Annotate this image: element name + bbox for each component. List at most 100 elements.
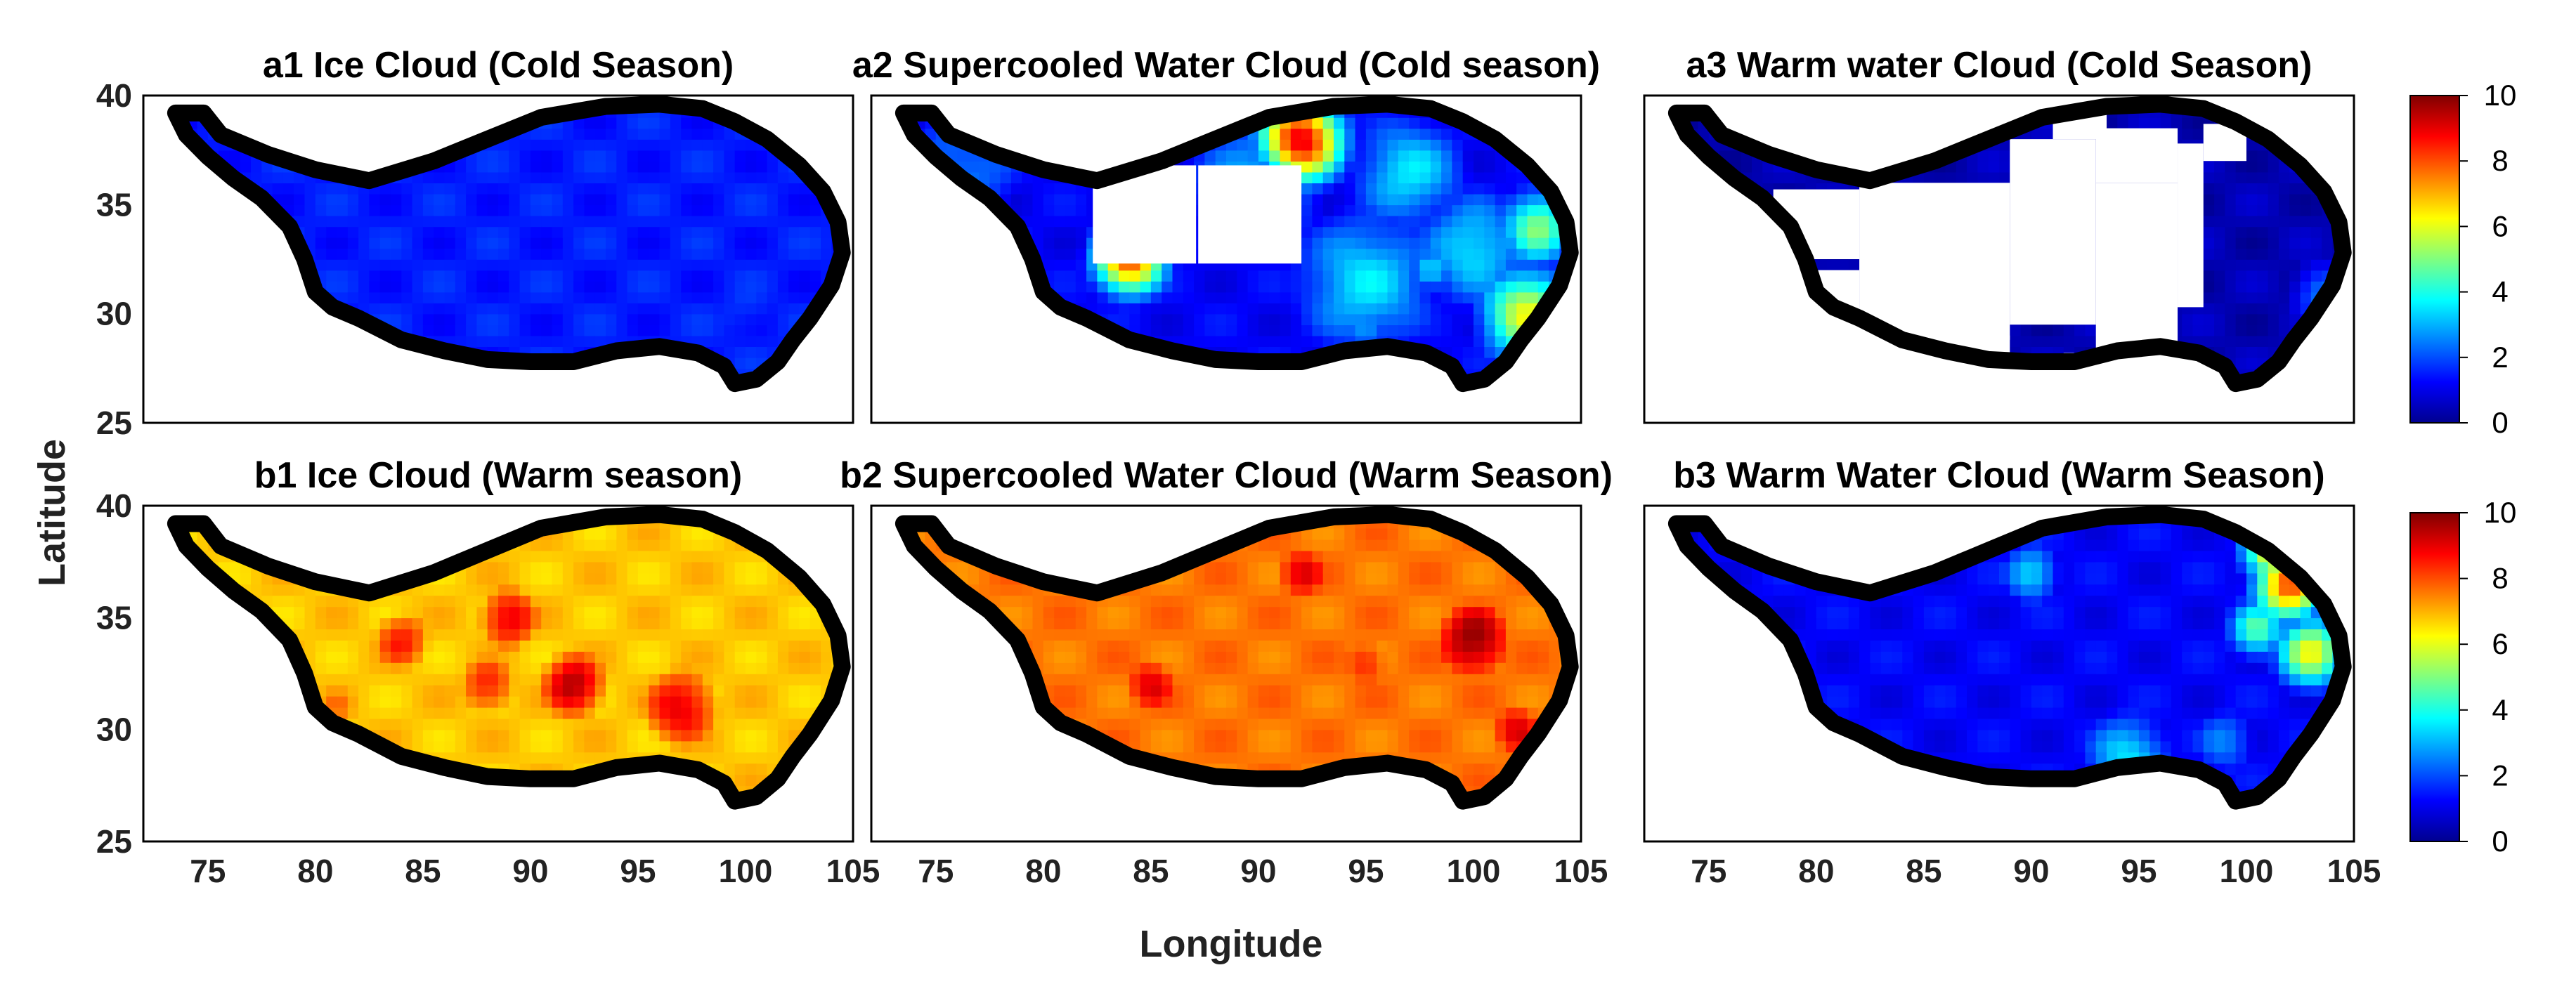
heatmap-cell bbox=[530, 215, 542, 228]
heatmap-cell bbox=[1043, 183, 1055, 195]
heatmap-cell bbox=[541, 248, 553, 260]
heatmap-cell bbox=[315, 204, 327, 216]
heatmap-cell bbox=[1495, 215, 1507, 228]
heatmap-cell bbox=[326, 193, 338, 206]
heatmap-cell bbox=[498, 291, 510, 303]
heatmap-cell bbox=[1527, 237, 1539, 249]
heatmap-cell bbox=[1527, 270, 1539, 282]
heatmap-cell bbox=[1398, 248, 1410, 260]
heatmap-cell bbox=[1194, 335, 1206, 347]
heatmap-cell bbox=[1441, 248, 1453, 260]
heatmap-cell bbox=[1409, 171, 1421, 183]
heatmap-cell bbox=[1269, 150, 1281, 162]
heatmap-cell bbox=[1495, 193, 1507, 206]
heatmap-cell bbox=[1119, 270, 1131, 282]
heatmap-cell bbox=[541, 183, 553, 195]
heatmap-cell bbox=[412, 204, 424, 216]
heatmap-cell bbox=[1344, 215, 1356, 228]
heatmap-cell bbox=[422, 248, 434, 260]
heatmap-cell bbox=[767, 335, 779, 347]
heatmap-cell bbox=[1419, 281, 1431, 293]
heatmap-cell bbox=[1140, 303, 1152, 315]
heatmap-cell bbox=[1355, 270, 1367, 282]
heatmap-cell bbox=[1474, 313, 1485, 325]
heatmap-cell bbox=[1162, 270, 1173, 282]
heatmap-cell bbox=[691, 324, 703, 336]
heatmap-cell bbox=[1452, 161, 1464, 173]
heatmap-cell bbox=[466, 270, 478, 282]
heatmap-cell bbox=[1280, 313, 1292, 325]
heatmap-cell bbox=[637, 215, 649, 228]
heatmap-cell bbox=[734, 259, 746, 271]
heatmap-cell bbox=[777, 171, 789, 183]
heatmap-cell bbox=[1000, 171, 1012, 183]
heatmap-cell bbox=[713, 215, 725, 228]
heatmap-cell bbox=[616, 117, 628, 129]
heatmap-cell bbox=[1290, 303, 1302, 315]
heatmap-cell bbox=[606, 226, 618, 238]
heatmap-cell bbox=[1054, 248, 1066, 260]
heatmap-cell bbox=[681, 171, 693, 183]
heatmap-cell bbox=[455, 281, 467, 293]
heatmap-cell bbox=[767, 248, 779, 260]
heatmap-cell bbox=[562, 313, 574, 325]
heatmap-cell bbox=[1430, 291, 1442, 303]
heatmap-cell bbox=[756, 204, 768, 216]
heatmap-cell bbox=[1516, 248, 1528, 260]
heatmap-cell bbox=[1312, 259, 1324, 271]
heatmap-cell bbox=[1107, 303, 1119, 315]
heatmap-cell bbox=[509, 150, 521, 162]
heatmap-cell bbox=[444, 204, 456, 216]
heatmap-cell bbox=[1516, 291, 1528, 303]
heatmap-cell bbox=[1054, 215, 1066, 228]
heatmap-cell bbox=[1452, 324, 1464, 336]
heatmap-cell bbox=[1377, 259, 1388, 271]
heatmap-cell bbox=[1334, 303, 1346, 315]
heatmap-cell bbox=[2192, 324, 2204, 336]
heatmap-cell bbox=[1010, 193, 1022, 206]
heatmap-cell bbox=[2042, 335, 2054, 347]
heatmap-cell bbox=[616, 270, 628, 282]
heatmap-cell bbox=[519, 270, 531, 282]
heatmap-cell bbox=[788, 183, 800, 195]
heatmap-cell bbox=[1269, 291, 1281, 303]
heatmap-cell bbox=[691, 150, 703, 162]
heatmap-cell bbox=[1441, 324, 1453, 336]
heatmap-cell bbox=[401, 291, 413, 303]
heatmap-cell bbox=[1398, 303, 1410, 315]
panel-title-a1: a1 Ice Cloud (Cold Season) bbox=[263, 45, 734, 86]
heatmap-cell bbox=[1377, 324, 1388, 336]
heatmap-cell bbox=[746, 270, 757, 282]
heatmap-cell bbox=[649, 204, 661, 216]
heatmap-cell bbox=[659, 193, 671, 206]
heatmap-cell bbox=[487, 324, 499, 336]
heatmap-cell bbox=[670, 281, 682, 293]
heatmap-cell bbox=[1495, 183, 1507, 195]
heatmap-cell bbox=[466, 303, 478, 315]
heatmap-cell bbox=[466, 281, 478, 293]
heatmap-cell bbox=[1065, 281, 1076, 293]
heatmap-cell bbox=[659, 171, 671, 183]
heatmap-cell bbox=[799, 259, 811, 271]
heatmap-cell bbox=[1387, 139, 1399, 151]
heatmap-cell bbox=[809, 259, 821, 271]
heatmap-cell bbox=[584, 139, 596, 151]
heatmap-cell bbox=[1162, 291, 1173, 303]
heatmap-cell bbox=[1258, 270, 1270, 282]
heatmap-cell bbox=[2031, 335, 2043, 347]
heatmap-cell bbox=[401, 193, 413, 206]
heatmap-cell bbox=[401, 204, 413, 216]
heatmap-cell bbox=[391, 248, 403, 260]
heatmap-cell bbox=[412, 259, 424, 271]
heatmap-cell bbox=[713, 226, 725, 238]
heatmap-cell bbox=[1430, 226, 1442, 238]
heatmap-cell bbox=[746, 335, 757, 347]
heatmap-cell bbox=[1075, 193, 1087, 206]
heatmap-cell bbox=[2074, 324, 2086, 336]
heatmap-cell bbox=[487, 161, 499, 173]
heatmap-cell bbox=[1398, 161, 1410, 173]
heatmap-cell bbox=[670, 226, 682, 238]
heatmap-cell bbox=[1322, 183, 1334, 195]
heatmap-cell bbox=[637, 204, 649, 216]
heatmap-cell bbox=[746, 259, 757, 271]
